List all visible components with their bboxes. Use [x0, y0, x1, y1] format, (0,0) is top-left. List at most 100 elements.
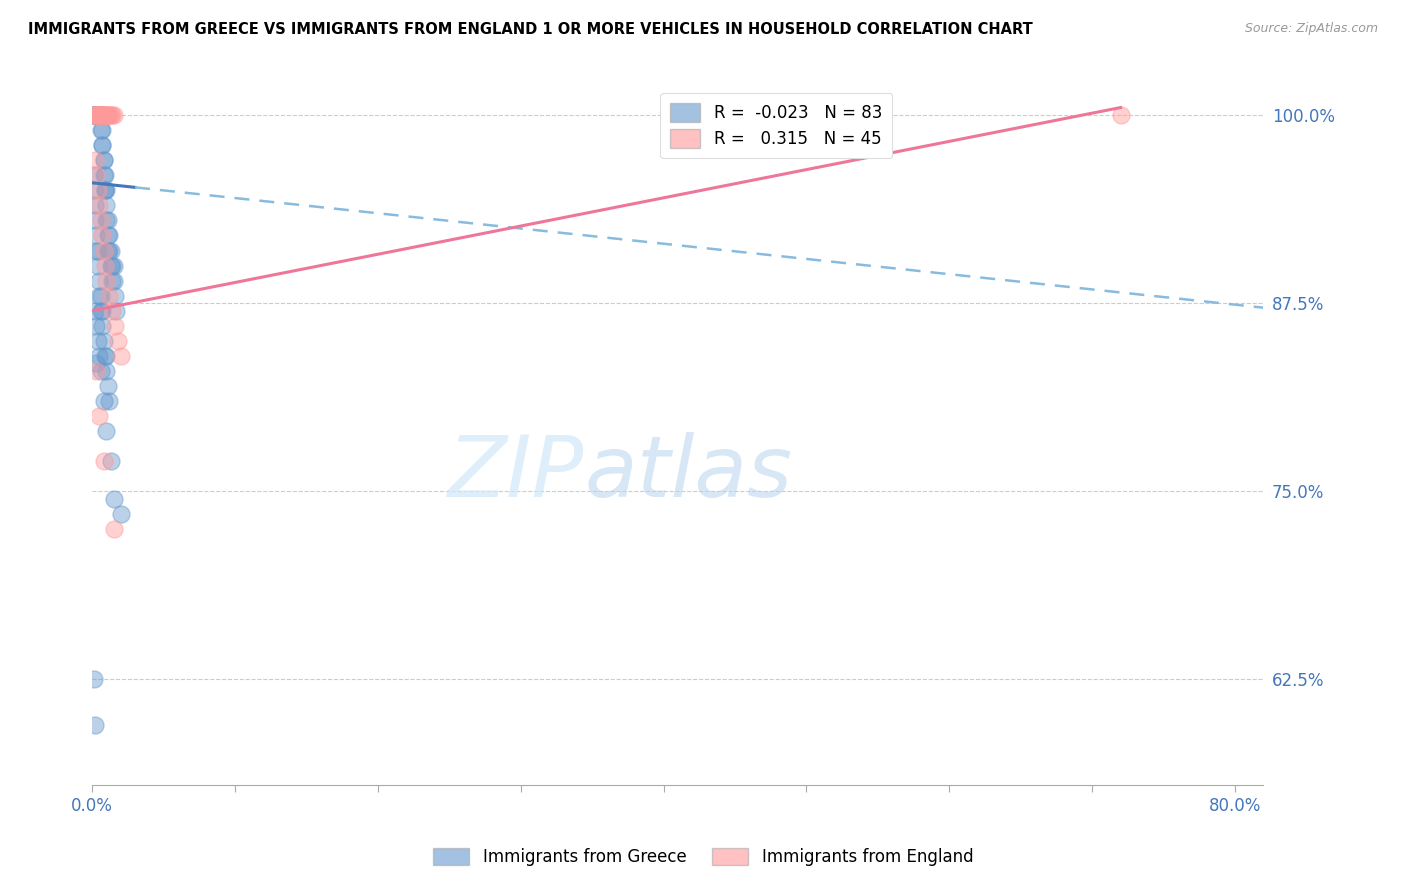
- Point: [83, 183, 105, 197]
- Point: [84, 108, 107, 122]
- Point: [100, 259, 122, 273]
- Point: [96, 349, 118, 363]
- Point: [89, 108, 111, 122]
- Point: [86, 108, 108, 122]
- Point: [107, 334, 129, 348]
- Point: [94, 183, 117, 197]
- Point: [97, 108, 120, 122]
- Point: [84, 303, 107, 318]
- Point: [89, 108, 111, 122]
- Point: [97, 244, 120, 258]
- Text: ZIP: ZIP: [449, 432, 583, 515]
- Point: [90, 364, 112, 378]
- Point: [98, 228, 121, 243]
- Point: [86, 108, 108, 122]
- Legend: Immigrants from Greece, Immigrants from England: Immigrants from Greece, Immigrants from …: [426, 841, 980, 873]
- Point: [91, 108, 114, 122]
- Point: [87, 108, 110, 122]
- Point: [91, 123, 114, 137]
- Point: [103, 274, 125, 288]
- Point: [86, 108, 108, 122]
- Point: [87, 259, 110, 273]
- Point: [94, 183, 117, 197]
- Point: [104, 318, 127, 333]
- Point: [94, 259, 117, 273]
- Point: [84, 717, 107, 731]
- Point: [87, 108, 110, 122]
- Point: [97, 108, 120, 122]
- Point: [87, 108, 110, 122]
- Point: [91, 108, 114, 122]
- Point: [93, 454, 115, 468]
- Point: [90, 108, 112, 122]
- Point: [110, 349, 132, 363]
- Point: [89, 108, 111, 122]
- Point: [103, 108, 125, 122]
- Point: [86, 228, 108, 243]
- Point: [83, 168, 105, 182]
- Point: [87, 334, 110, 348]
- Point: [90, 288, 112, 302]
- Point: [89, 108, 111, 122]
- Point: [83, 108, 105, 122]
- Point: [93, 153, 115, 168]
- Point: [93, 334, 115, 348]
- Point: [98, 288, 121, 302]
- Point: [110, 507, 132, 521]
- Text: Source: ZipAtlas.com: Source: ZipAtlas.com: [1244, 22, 1378, 36]
- Point: [97, 213, 120, 227]
- Point: [96, 198, 118, 212]
- Point: [86, 108, 108, 122]
- Point: [105, 303, 128, 318]
- Point: [100, 454, 122, 468]
- Point: [84, 198, 107, 212]
- Point: [103, 259, 125, 273]
- Point: [86, 168, 108, 182]
- Point: [96, 424, 118, 438]
- Point: [86, 244, 108, 258]
- Point: [96, 274, 118, 288]
- Point: [98, 108, 121, 122]
- Point: [96, 108, 118, 122]
- Point: [103, 491, 125, 506]
- Point: [93, 153, 115, 168]
- Point: [90, 303, 112, 318]
- Point: [97, 379, 120, 393]
- Point: [86, 108, 108, 122]
- Point: [87, 244, 110, 258]
- Point: [101, 259, 124, 273]
- Text: IMMIGRANTS FROM GREECE VS IMMIGRANTS FROM ENGLAND 1 OR MORE VEHICLES IN HOUSEHOL: IMMIGRANTS FROM GREECE VS IMMIGRANTS FRO…: [28, 22, 1033, 37]
- Point: [87, 108, 110, 122]
- Legend: R =  -0.023   N = 83, R =   0.315   N = 45: R = -0.023 N = 83, R = 0.315 N = 45: [661, 93, 891, 158]
- Point: [91, 138, 114, 153]
- Point: [89, 288, 111, 302]
- Point: [91, 228, 114, 243]
- Point: [89, 349, 111, 363]
- Point: [101, 274, 124, 288]
- Point: [89, 409, 111, 423]
- Point: [83, 108, 105, 122]
- Point: [93, 108, 115, 122]
- Point: [86, 318, 108, 333]
- Point: [89, 108, 111, 122]
- Point: [90, 213, 112, 227]
- Point: [104, 288, 127, 302]
- Point: [87, 183, 110, 197]
- Point: [91, 303, 114, 318]
- Point: [90, 108, 112, 122]
- Point: [83, 108, 105, 122]
- Point: [87, 108, 110, 122]
- Point: [89, 108, 111, 122]
- Point: [1109, 108, 1132, 122]
- Point: [84, 108, 107, 122]
- Point: [91, 318, 114, 333]
- Point: [96, 213, 118, 227]
- Point: [101, 108, 124, 122]
- Point: [90, 108, 112, 122]
- Point: [89, 108, 111, 122]
- Point: [84, 213, 107, 227]
- Point: [93, 244, 115, 258]
- Point: [94, 108, 117, 122]
- Point: [86, 356, 108, 370]
- Point: [84, 108, 107, 122]
